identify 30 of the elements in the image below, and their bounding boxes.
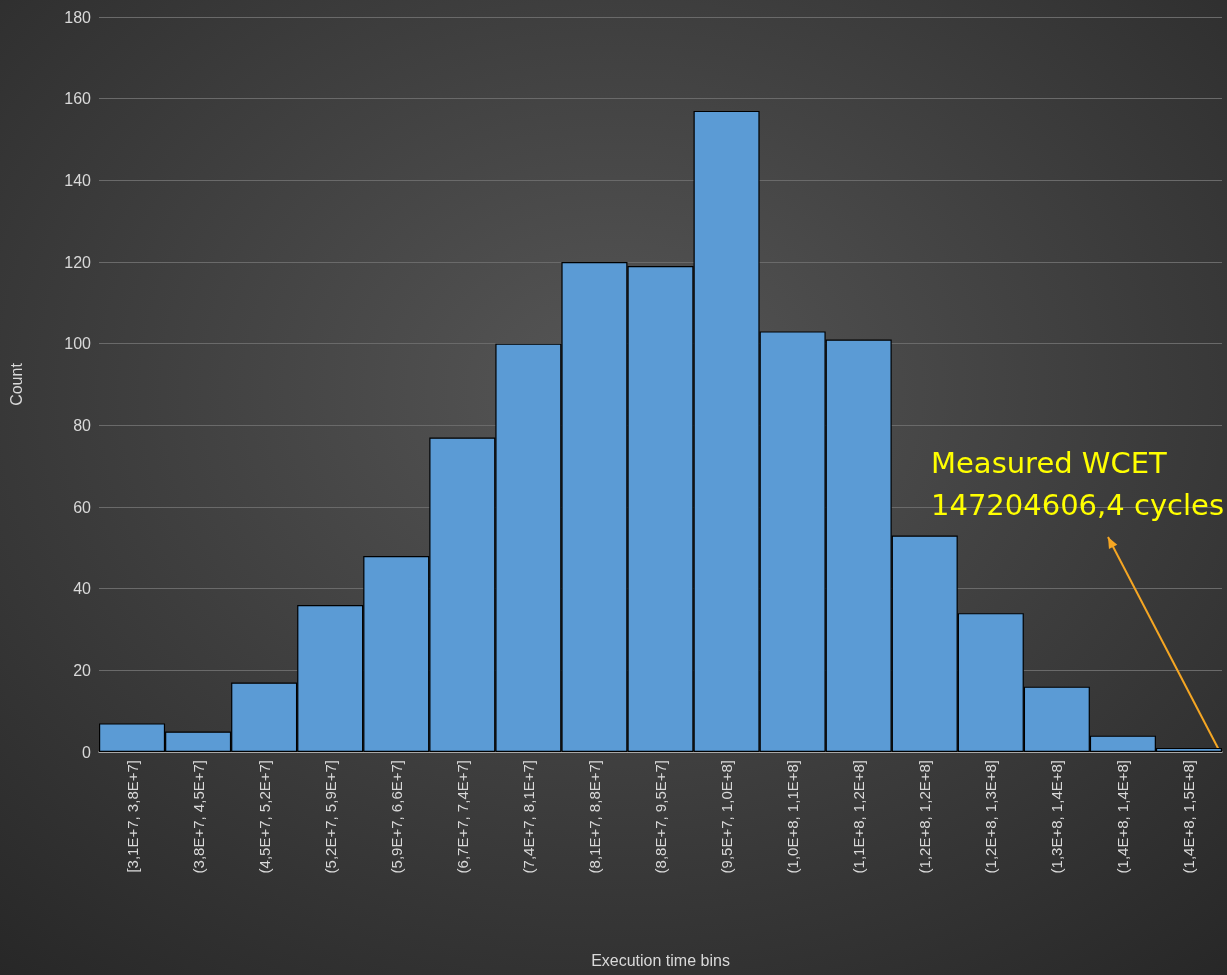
- y-tick-label: 60: [73, 498, 92, 516]
- y-tick-label: 160: [64, 90, 92, 108]
- y-tick-label: 180: [64, 8, 92, 26]
- x-tick-label: (1,4E+8, 1,4E+8]: [1114, 760, 1132, 874]
- x-axis-title: Execution time bins: [591, 951, 730, 969]
- x-tick-label: (1,0E+8, 1,1E+8]: [784, 760, 802, 874]
- x-tick-label: (5,2E+7, 5,9E+7]: [321, 760, 339, 874]
- y-axis-title: Count: [7, 362, 25, 406]
- x-tick-label: (3,8E+7, 4,5E+7]: [189, 760, 207, 874]
- x-tick-label: (5,9E+7, 6,6E+7]: [387, 760, 405, 874]
- y-tick-label: 140: [64, 171, 92, 189]
- y-tick-label: 20: [73, 661, 92, 679]
- x-tick-label: (1,2E+8, 1,3E+8]: [982, 760, 1000, 874]
- x-tick-label: (1,2E+8, 1,2E+8]: [916, 760, 934, 874]
- x-tick-label: (9,5E+7, 1,0E+8]: [718, 760, 736, 874]
- x-tick-label: (1,3E+8, 1,4E+8]: [1048, 760, 1066, 874]
- x-tick-label: (6,7E+7, 7,4E+7]: [453, 760, 471, 874]
- x-tick-label: (1,4E+8, 1,5E+8]: [1180, 760, 1198, 874]
- x-tick-label: (8,8E+7, 9,5E+7]: [652, 760, 669, 874]
- y-tick-label: 40: [73, 580, 92, 598]
- x-tick-label: (1,1E+8, 1,2E+8]: [850, 760, 868, 874]
- x-tick-label: (7,4E+7, 8,1E+7]: [519, 760, 537, 874]
- annotation: Measured WCET 147204606,4 cycles: [931, 446, 1225, 522]
- y-tick-label: 0: [82, 743, 92, 761]
- y-tick-label: 120: [64, 253, 92, 271]
- y-tick-label: 80: [73, 416, 92, 434]
- x-tick-label: (8,1E+7, 8,8E+7]: [585, 760, 603, 874]
- x-tick-label: (4,5E+7, 5,2E+7]: [255, 760, 273, 874]
- y-tick-label: 100: [64, 335, 92, 353]
- x-tick-label: [3,1E+7, 3,8E+7]: [123, 760, 141, 873]
